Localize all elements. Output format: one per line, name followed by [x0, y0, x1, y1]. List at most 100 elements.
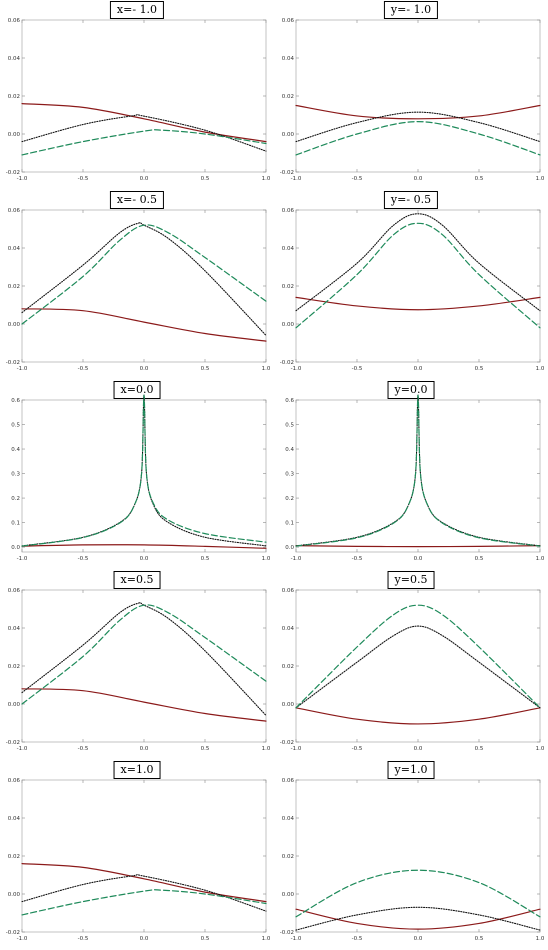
chart-plot: -1.0 -0.5 0.0 0.5 1.0 -0.02 0.00 0.02 0.04 0.06: [6, 778, 271, 942]
x-tick-label: 0.0: [140, 746, 149, 752]
x-tick-label: 1.0: [262, 366, 271, 372]
series-line-solid: [21, 308, 267, 342]
chart-panel-5: x=0.0 -1.0 -0.5 0.0 0.5 1.0 0.0 0.1 0.2 0.3 0.4 0.5…: [0, 380, 274, 570]
y-tick-label: 0.00: [8, 322, 21, 328]
x-tick-label: -0.5: [78, 176, 89, 182]
y-tick-label: -0.02: [280, 170, 294, 176]
y-tick-label: 0.02: [8, 94, 20, 100]
series-line-dotted: [295, 625, 541, 709]
y-tick-label: 0.00: [8, 132, 21, 138]
x-tick-label: 0.0: [414, 746, 423, 752]
chart-panel-1: x=- 1.0 -1.0 -0.5 0.0 0.5 1.0 -0.02 0.00 0.02 0.0…: [0, 0, 274, 190]
y-tick-label: 0.2: [11, 496, 20, 502]
chart-title: y=0.5: [387, 571, 435, 589]
y-tick-label: 0.04: [8, 816, 21, 822]
x-tick-label: 0.5: [201, 936, 210, 942]
series-line-dashed: [21, 604, 267, 705]
chart-plot: -1.0 -0.5 0.0 0.5 1.0 -0.02 0.00 0.02 0.04 0.06: [280, 18, 545, 182]
plot-frame: [295, 589, 541, 743]
y-tick-label: 0.00: [282, 132, 295, 138]
x-tick-label: -0.5: [352, 936, 363, 942]
chart-plot: -1.0 -0.5 0.0 0.5 1.0 -0.02 0.00 0.02 0.04 0.06: [6, 208, 271, 372]
y-tick-label: 0.00: [8, 892, 21, 898]
series-line-dotted: [295, 906, 541, 931]
series-line-solid: [295, 296, 541, 311]
y-tick-label: 0.00: [282, 892, 295, 898]
x-tick-label: 0.5: [201, 176, 210, 182]
plot-frame: [295, 209, 541, 363]
y-tick-label: 0.2: [285, 496, 294, 502]
x-tick-label: -1.0: [291, 936, 302, 942]
x-tick-label: 1.0: [536, 366, 545, 372]
chart-panel-6: y=0.0 -1.0 -0.5 0.0 0.5 1.0 0.0 0.1 0.2 0.3 0.4 0.5…: [274, 380, 548, 570]
x-tick-label: 0.0: [414, 176, 423, 182]
y-tick-label: 0.04: [8, 246, 21, 252]
x-tick-label: -0.5: [352, 556, 363, 562]
y-tick-label: 0.06: [8, 588, 21, 594]
series-line-dashed: [21, 889, 267, 916]
x-tick-label: 0.5: [475, 176, 484, 182]
x-tick-label: 0.5: [201, 556, 210, 562]
plot-frame: [295, 399, 541, 553]
series-line-dashed: [295, 121, 541, 156]
chart-panel-7: x=0.5 -1.0 -0.5 0.0 0.5 1.0 -0.02 0.00 0.02 0.04 0…: [0, 570, 274, 760]
series-line-dotted: [21, 874, 267, 912]
y-tick-label: 0.00: [8, 702, 21, 708]
x-tick-label: 1.0: [262, 936, 271, 942]
series-line-solid: [21, 863, 267, 903]
y-tick-label: -0.02: [280, 930, 294, 936]
y-tick-label: 0.04: [282, 246, 295, 252]
plot-frame: [295, 779, 541, 933]
series-line-dashed: [295, 394, 541, 547]
series-line-dashed: [21, 129, 267, 156]
chart-title: y=1.0: [387, 761, 435, 779]
series-line-dotted: [21, 602, 267, 716]
x-tick-label: 1.0: [536, 746, 545, 752]
y-tick-label: 0.4: [285, 447, 294, 453]
y-tick-label: -0.02: [6, 930, 20, 936]
x-tick-label: -1.0: [291, 176, 302, 182]
plot-frame: [295, 19, 541, 173]
x-tick-label: -1.0: [291, 746, 302, 752]
chart-plot: -1.0 -0.5 0.0 0.5 1.0 0.0 0.1 0.2 0.3 0.4 0.5 0.6: [285, 394, 545, 562]
x-tick-label: 0.0: [414, 936, 423, 942]
x-tick-label: -0.5: [78, 746, 89, 752]
y-tick-label: 0.02: [282, 94, 294, 100]
y-tick-label: 0.3: [285, 472, 294, 478]
y-tick-label: 0.04: [282, 816, 295, 822]
y-tick-label: 0.04: [8, 626, 21, 632]
plot-frame: [21, 779, 267, 933]
chart-title: x=0.5: [113, 571, 161, 589]
chart-plot: -1.0 -0.5 0.0 0.5 1.0 -0.02 0.00 0.02 0.04 0.06: [6, 588, 271, 752]
y-tick-label: 0.02: [8, 854, 20, 860]
chart-plot: -1.0 -0.5 0.0 0.5 1.0 -0.02 0.00 0.02 0.04 0.06: [280, 778, 545, 942]
x-tick-label: -1.0: [17, 366, 28, 372]
x-tick-label: 1.0: [262, 556, 271, 562]
chart-title: x=- 1.0: [109, 1, 165, 19]
y-tick-label: -0.02: [280, 360, 294, 366]
series-line-dotted: [21, 114, 267, 152]
y-tick-label: 0.5: [11, 423, 20, 429]
x-tick-label: 0.0: [140, 176, 149, 182]
x-tick-label: -1.0: [17, 746, 28, 752]
series-line-dotted: [295, 394, 541, 547]
x-tick-label: 1.0: [262, 746, 271, 752]
y-tick-label: 0.06: [8, 18, 21, 24]
y-tick-label: -0.02: [280, 740, 294, 746]
y-tick-label: 0.06: [282, 208, 295, 214]
chart-title: x=- 0.5: [109, 191, 165, 209]
x-tick-label: 1.0: [536, 176, 545, 182]
chart-plot: -1.0 -0.5 0.0 0.5 1.0 -0.02 0.00 0.02 0.04 0.06: [280, 588, 545, 752]
chart-panel-9: x=1.0 -1.0 -0.5 0.0 0.5 1.0 -0.02 0.00 0.02 0.04 0…: [0, 760, 274, 950]
plot-frame: [21, 209, 267, 363]
series-line-solid: [295, 908, 541, 930]
x-tick-label: 0.5: [475, 936, 484, 942]
x-tick-label: 0.0: [414, 366, 423, 372]
y-tick-label: 0.04: [8, 56, 21, 62]
y-tick-label: 0.00: [282, 322, 295, 328]
chart-title: x=1.0: [113, 761, 161, 779]
y-tick-label: 0.6: [285, 398, 294, 404]
chart-title: y=0.0: [387, 381, 435, 399]
chart-panel-8: y=0.5 -1.0 -0.5 0.0 0.5 1.0 -0.02 0.00 0.02 0.04 0…: [274, 570, 548, 760]
